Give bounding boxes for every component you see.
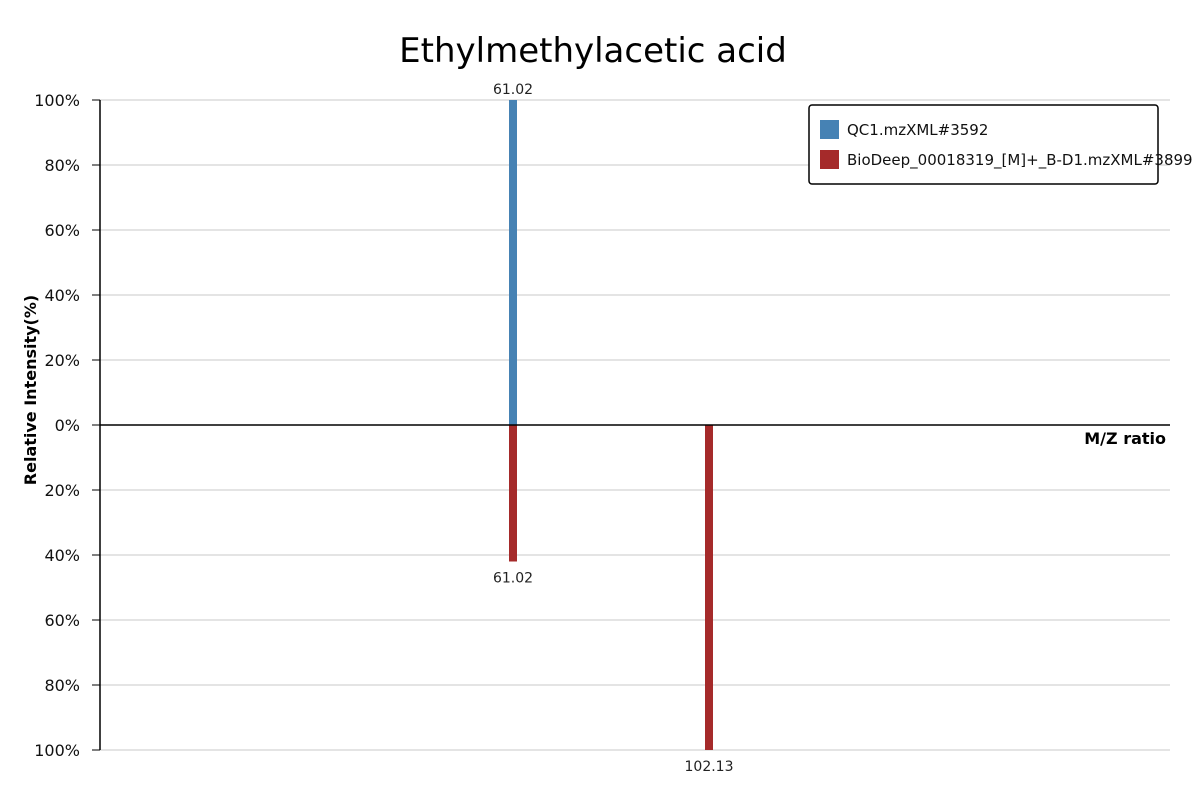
y-tick-label: 40% (44, 546, 80, 565)
peak-labels: 61.02 61.02 102.13 (493, 82, 734, 775)
y-tick-labels: 100% 80% 60% 40% 20% 0% 20% 40% 60% 80% 100% (34, 91, 100, 760)
legend-box (808, 104, 1159, 185)
y-tick-label: 40% (44, 286, 80, 305)
peak-label: 61.02 (493, 571, 533, 587)
peak-bar (509, 100, 517, 425)
peak-bars (509, 100, 713, 750)
y-tick-label: 60% (44, 221, 80, 240)
x-axis-title: M/Z ratio (1084, 429, 1166, 448)
legend-label-qc1: QC1.mzXML#3592 (847, 121, 988, 139)
peak-bar (509, 425, 517, 562)
y-tick-label: 100% (34, 91, 80, 110)
legend: QC1.mzXML#3592 BioDeep_00018319_[M]+_B-D… (808, 104, 1193, 185)
axes (99, 100, 1170, 750)
grid-lines (100, 99, 1170, 751)
legend-swatch-biodeep (820, 150, 839, 169)
legend-label-biodeep: BioDeep_00018319_[M]+_B-D1.mzXML#3899 (847, 151, 1193, 170)
y-tick-label: 0% (55, 416, 80, 435)
legend-swatch-qc1 (820, 120, 839, 139)
peak-label: 102.13 (685, 759, 734, 775)
peak-bar (705, 425, 713, 750)
chart-title: Ethylmethylacetic acid (399, 31, 787, 71)
y-tick-label: 60% (44, 611, 80, 630)
y-tick-label: 100% (34, 741, 80, 760)
y-tick-label: 80% (44, 156, 80, 175)
y-tick-label: 20% (44, 481, 80, 500)
y-tick-label: 20% (44, 351, 80, 370)
peak-label: 61.02 (493, 82, 533, 98)
y-tick-label: 80% (44, 676, 80, 695)
y-axis-title: Relative Intensity(%) (21, 295, 40, 485)
